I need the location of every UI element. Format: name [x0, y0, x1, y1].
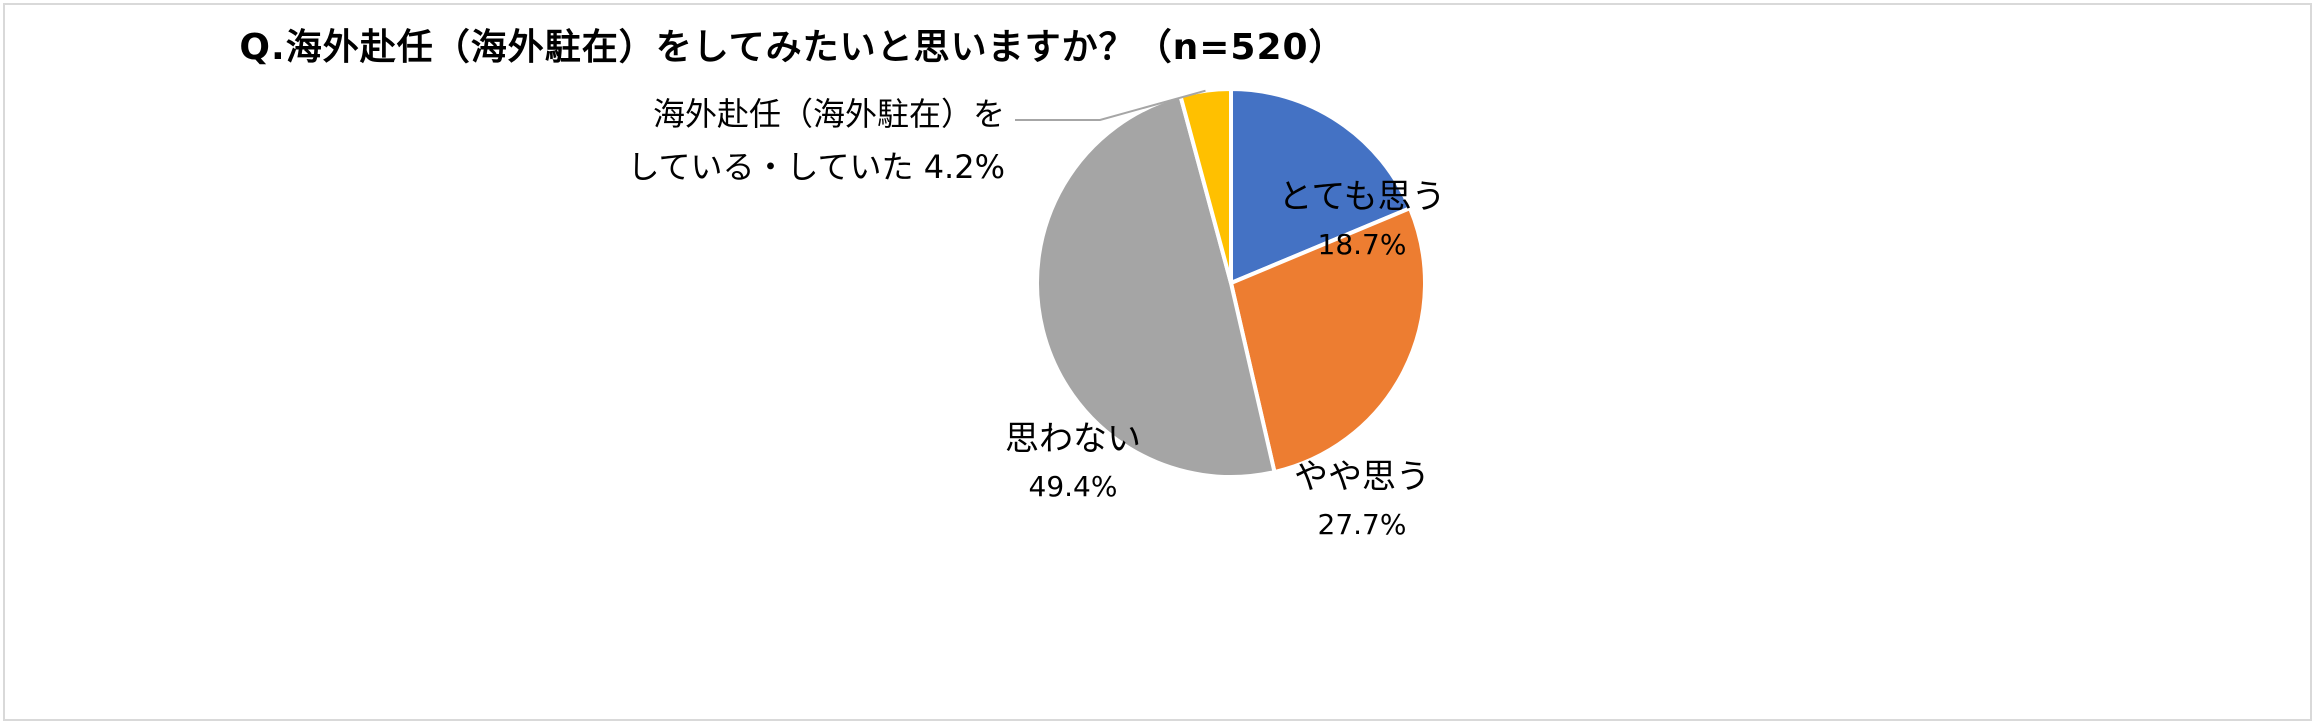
- slice-label-1-value: 18.7%: [1318, 228, 1407, 261]
- slice-label-4-line-2: している・していた 4.2%: [627, 148, 1005, 186]
- chart-title: Q.海外赴任（海外駐在）をしてみたいと思いますか？（n=520）: [239, 27, 1346, 68]
- pie-slice-3: [1035, 93, 1277, 479]
- slice-label-2-value: 27.7%: [1318, 508, 1407, 541]
- leader-lines: [1015, 89, 1206, 121]
- slice-label-2-name: やや思う: [1294, 457, 1430, 497]
- slice-labels: とても思う 18.7% やや思う 27.7% 思わない 49.4% 海外赴任（海外駐在）をし…: [627, 95, 1445, 541]
- pie-slice-1: [1229, 87, 1412, 285]
- slice-label-3-name: 思わない: [1005, 419, 1141, 459]
- slice-label-3-value: 49.4%: [1029, 470, 1118, 503]
- slice-label-4-line-1: 海外赴任（海外駐在）を: [653, 95, 1005, 133]
- pie-slices: [1035, 87, 1427, 479]
- slice-label-1-name: とても思う: [1278, 177, 1445, 217]
- pie-slice-2: [1229, 206, 1427, 475]
- slice-4-leader-line: [1015, 89, 1206, 121]
